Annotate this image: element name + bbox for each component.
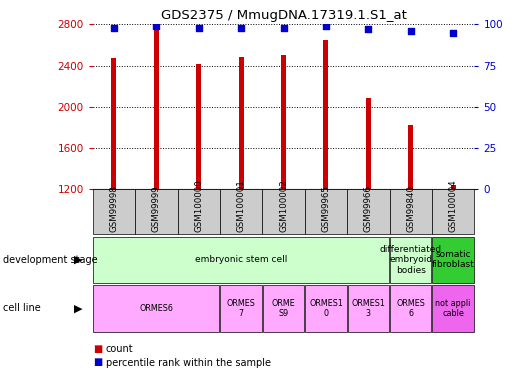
Bar bbox=[111, 58, 117, 189]
Text: ■: ■ bbox=[93, 344, 102, 354]
Text: somatic
fibroblast: somatic fibroblast bbox=[432, 250, 474, 269]
Point bbox=[322, 23, 330, 29]
Text: cell line: cell line bbox=[3, 303, 40, 313]
Text: ▶: ▶ bbox=[74, 255, 82, 265]
Text: GSM100004: GSM100004 bbox=[449, 180, 457, 232]
Text: GSM100000: GSM100000 bbox=[195, 180, 203, 232]
Point bbox=[195, 25, 203, 31]
Text: GSM99840: GSM99840 bbox=[407, 186, 415, 232]
Text: GSM99998: GSM99998 bbox=[110, 186, 118, 232]
Bar bbox=[154, 29, 159, 189]
Text: ■: ■ bbox=[93, 357, 102, 368]
Text: ORMES1
0: ORMES1 0 bbox=[309, 299, 343, 318]
Bar bbox=[450, 185, 456, 189]
Text: GSM99966: GSM99966 bbox=[364, 186, 373, 232]
Text: not appli
cable: not appli cable bbox=[436, 299, 471, 318]
Text: development stage: development stage bbox=[3, 255, 98, 265]
Text: GSM99965: GSM99965 bbox=[322, 186, 330, 232]
Text: differentiated
embryoid
bodies: differentiated embryoid bodies bbox=[379, 245, 442, 274]
Text: ORMES6: ORMES6 bbox=[139, 304, 173, 313]
Text: ORMES1
3: ORMES1 3 bbox=[351, 299, 385, 318]
Point bbox=[407, 28, 415, 34]
Bar bbox=[366, 98, 371, 189]
Text: GSM100002: GSM100002 bbox=[279, 180, 288, 232]
Point bbox=[364, 26, 373, 32]
Bar bbox=[238, 57, 244, 189]
Text: GDS2375 / MmugDNA.17319.1.S1_at: GDS2375 / MmugDNA.17319.1.S1_at bbox=[161, 9, 407, 22]
Point bbox=[152, 23, 161, 29]
Text: ▶: ▶ bbox=[74, 303, 82, 313]
Point bbox=[237, 25, 245, 31]
Point bbox=[449, 30, 457, 36]
Point bbox=[110, 25, 118, 31]
Text: embryonic stem cell: embryonic stem cell bbox=[195, 255, 287, 264]
Bar bbox=[281, 55, 286, 189]
Bar bbox=[408, 125, 413, 189]
Bar bbox=[196, 63, 201, 189]
Text: count: count bbox=[106, 344, 134, 354]
Text: ORME
S9: ORME S9 bbox=[272, 299, 295, 318]
Point bbox=[279, 25, 288, 31]
Text: GSM99999: GSM99999 bbox=[152, 186, 161, 232]
Bar bbox=[323, 40, 329, 189]
Text: ORMES
7: ORMES 7 bbox=[227, 299, 255, 318]
Text: GSM100001: GSM100001 bbox=[237, 180, 245, 232]
Text: percentile rank within the sample: percentile rank within the sample bbox=[106, 357, 271, 368]
Text: ORMES
6: ORMES 6 bbox=[396, 299, 425, 318]
